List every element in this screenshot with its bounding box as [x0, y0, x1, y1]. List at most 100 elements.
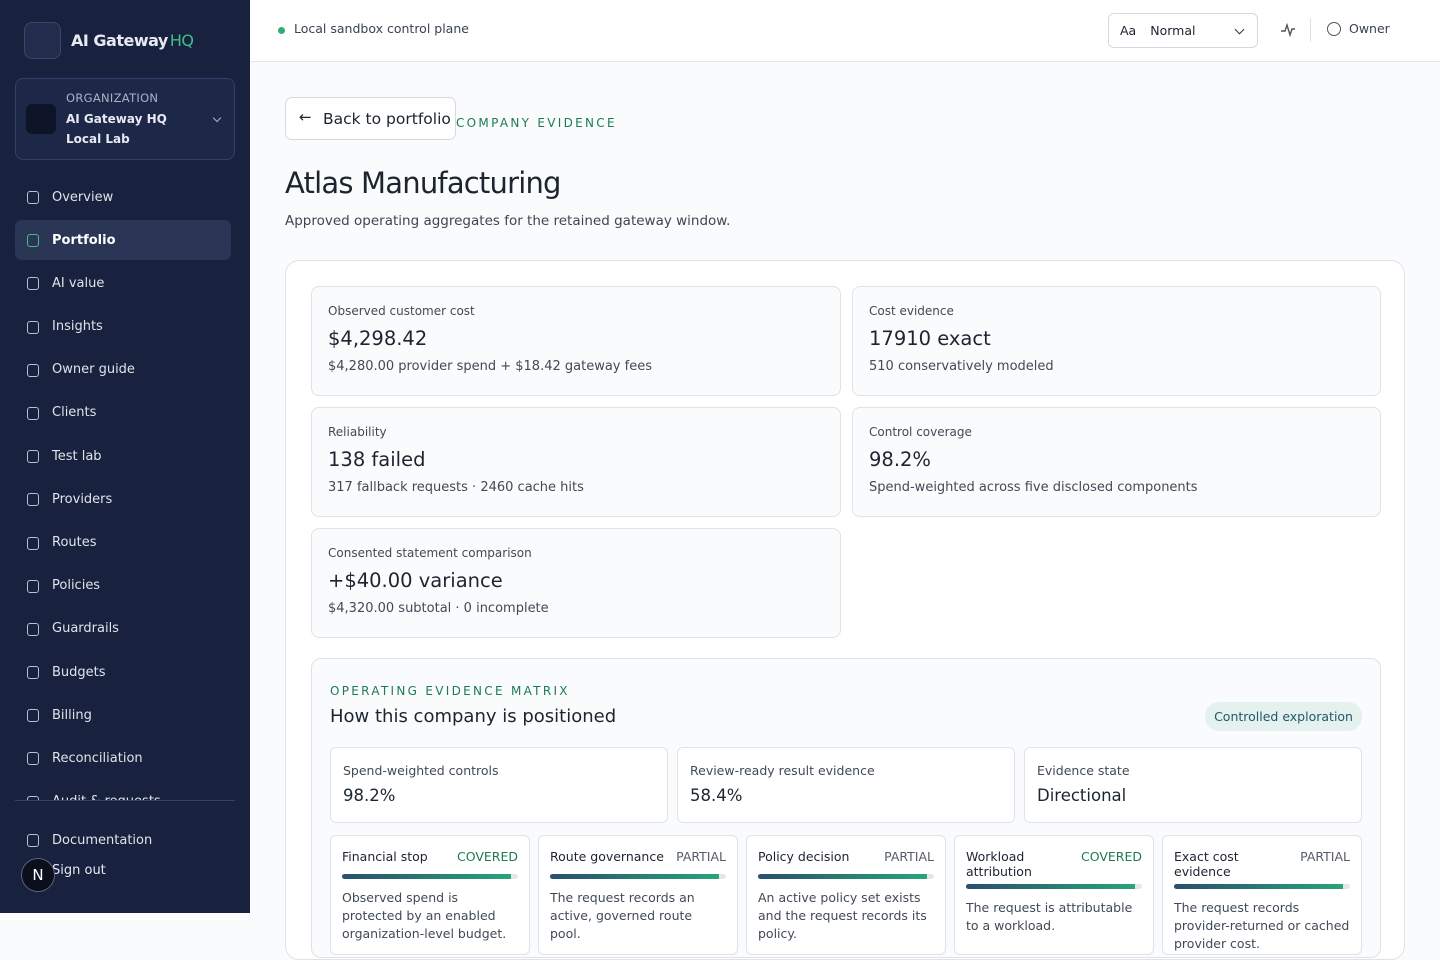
- matrix-eyebrow: OPERATING EVIDENCE MATRIX: [330, 684, 570, 698]
- activity-icon[interactable]: [1280, 23, 1296, 37]
- summary-value: Directional: [1037, 786, 1127, 805]
- metric-detail: $4,320.00 subtotal · 0 incomplete: [328, 601, 549, 616]
- metric-value: +$40.00 variance: [328, 569, 503, 592]
- status: Local sandbox control plane: [294, 21, 469, 36]
- evidence-panel: Observed customer cost $4,298.42 $4,280.00…: [285, 260, 1405, 960]
- metric-detail: 510 conservatively modeled: [869, 359, 1054, 374]
- progress-fill: [550, 874, 719, 879]
- summary-card: Review-ready result evidence 58.4%: [677, 747, 1015, 823]
- font-size: Normal: [1150, 23, 1196, 38]
- metric-card: Reliability 138 failed 317 fallback reques…: [311, 407, 841, 517]
- component-name: Policy decision: [758, 849, 850, 864]
- summary-label: Review-ready result evidence: [690, 763, 875, 778]
- sidebar: AI Gateway HQ ORGANIZATION AI Gateway HQ L…: [0, 0, 250, 913]
- metric-card: Cost evidence 17910 exact 510 conservative…: [852, 286, 1381, 396]
- metric-card: Control coverage 98.2% Spend-weighted acro…: [852, 407, 1381, 517]
- font-select[interactable]: Aa Normal: [1108, 13, 1258, 48]
- logo: [24, 22, 61, 59]
- nav-item[interactable]: Providers: [15, 479, 231, 519]
- description: Approved operating aggregates for the re…: [285, 213, 731, 229]
- summary-card: Spend-weighted controls 98.2%: [330, 747, 668, 823]
- component-description: An active policy set exists and the requ…: [758, 890, 927, 941]
- progress-fill: [966, 884, 1135, 889]
- summary-value: 58.4%: [690, 786, 743, 805]
- user-menu[interactable]: Owner: [1327, 21, 1390, 36]
- component-name: Route governance: [550, 849, 664, 864]
- component-card: Financial stop COVERED Observed spend is p…: [330, 835, 530, 955]
- nav-item[interactable]: Budgets: [15, 652, 231, 692]
- metric-value: $4,298.42: [328, 327, 428, 350]
- progress: [342, 874, 518, 879]
- nav-item[interactable]: Test lab: [15, 436, 231, 476]
- component-description: The request records an active, governed …: [550, 890, 695, 941]
- nav: Overview Portfolio AI value Insights Owner g…: [15, 177, 231, 800]
- nav-item[interactable]: Guardrails: [15, 609, 231, 649]
- metric-label: Cost evidence: [869, 304, 954, 318]
- nav-item[interactable]: Billing: [15, 695, 231, 735]
- metric-detail: $4,280.00 provider spend + $18.42 gatewa…: [328, 359, 652, 374]
- component-description: The request records provider-returned or…: [1174, 900, 1350, 951]
- separator: [1310, 18, 1311, 42]
- components: Financial stop COVERED Observed spend is p…: [330, 835, 1362, 955]
- progress: [966, 884, 1142, 889]
- component-status: PARTIAL: [884, 849, 934, 864]
- metric-detail: Spend-weighted across five disclosed com…: [869, 480, 1198, 495]
- progress-fill: [1174, 884, 1343, 889]
- nav-item[interactable]: Routes: [15, 523, 231, 563]
- metrics: Observed customer cost $4,298.42 $4,280.00…: [311, 286, 1381, 638]
- component-header: Policy decision PARTIAL: [758, 849, 934, 869]
- component-header: Financial stop COVERED: [342, 849, 518, 869]
- summary-card: Evidence state Directional: [1024, 747, 1362, 823]
- metric-value: 138 failed: [328, 448, 426, 471]
- component-name: Financial stop: [342, 849, 428, 864]
- brand-suffix: HQ: [169, 31, 194, 50]
- metric-card: Consented statement comparison +$40.00 va…: [311, 528, 841, 638]
- status-dot: [278, 27, 285, 34]
- component-name: Workload attribution: [966, 849, 1032, 879]
- matrix: OPERATING EVIDENCE MATRIX How this compa…: [311, 658, 1381, 958]
- org-avatar: [26, 104, 56, 134]
- component-status: PARTIAL: [676, 849, 726, 864]
- component-description: The request is attributable to a workloa…: [966, 900, 1133, 933]
- component-description: Observed spend is protected by an enable…: [342, 890, 507, 941]
- component-name: Exact cost evidence: [1174, 849, 1239, 879]
- component-card: Policy decision PARTIAL An active policy s…: [746, 835, 946, 955]
- org-switcher[interactable]: ORGANIZATION AI Gateway HQ Local Lab: [15, 78, 235, 160]
- metric-detail: 317 fallback requests · 2460 cache hits: [328, 480, 584, 495]
- badge: Controlled exploration: [1205, 702, 1362, 731]
- nav-item[interactable]: Clients: [15, 393, 231, 433]
- progress: [550, 874, 726, 879]
- matrix-title: How this company is positioned: [330, 706, 617, 727]
- nav-item[interactable]: Reconciliation: [15, 738, 231, 778]
- back-button[interactable]: Back to portfolio: [285, 97, 456, 140]
- component-header: Exact cost evidence PARTIAL: [1174, 849, 1350, 879]
- nav-item[interactable]: Insights: [15, 307, 231, 347]
- metric-label: Consented statement comparison: [328, 546, 532, 560]
- component-card: Workload attribution COVERED The request i…: [954, 835, 1154, 955]
- nav-item[interactable]: Owner guide: [15, 350, 231, 390]
- sign-out[interactable]: Sign out: [52, 863, 106, 878]
- nav-item[interactable]: AI value: [15, 263, 231, 303]
- metric-label: Control coverage: [869, 425, 972, 439]
- component-card: Route governance PARTIAL The request recor…: [538, 835, 738, 955]
- progress-fill: [342, 874, 511, 879]
- metric-value: 17910 exact: [869, 327, 991, 350]
- component-header: Route governance PARTIAL: [550, 849, 726, 869]
- metric-value: 98.2%: [869, 448, 931, 471]
- summary-label: Evidence state: [1037, 763, 1130, 778]
- chevron: [212, 113, 222, 123]
- progress-fill: [758, 874, 927, 879]
- nav-item[interactable]: Audit & requests: [15, 782, 231, 800]
- progress: [758, 874, 934, 879]
- component-status: COVERED: [1080, 849, 1142, 864]
- metric-label: Reliability: [328, 425, 387, 439]
- org-label: ORGANIZATION: [66, 91, 159, 105]
- nav-item[interactable]: Overview: [15, 177, 231, 217]
- nav-item[interactable]: Policies: [15, 566, 231, 606]
- metric-label: Observed customer cost: [328, 304, 475, 318]
- avatar[interactable]: N: [21, 858, 55, 892]
- topbar: Local sandbox control plane Aa Normal Own…: [250, 0, 1440, 62]
- nav-item[interactable]: Portfolio: [15, 220, 231, 261]
- nav-item[interactable]: Documentation: [15, 820, 215, 860]
- page: Atlas Manufacturing {"sidebar":{"brand":…: [0, 0, 1440, 913]
